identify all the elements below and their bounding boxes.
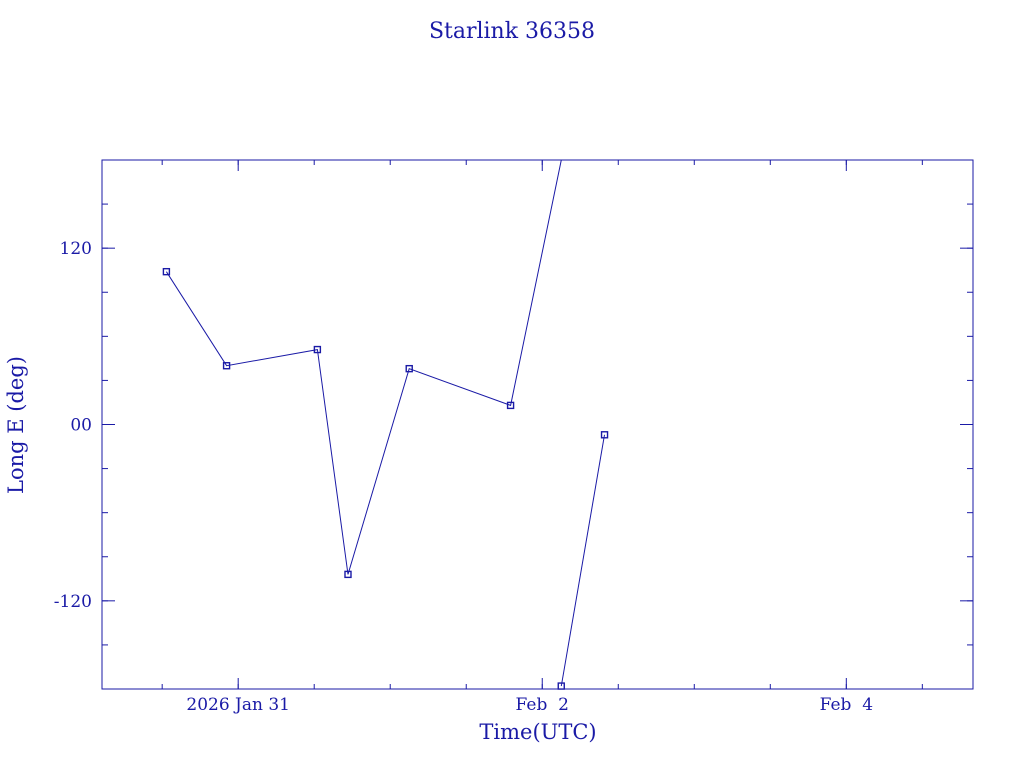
y-tick-label: 00 [70, 416, 92, 436]
data-point [557, 682, 565, 690]
data-point [222, 362, 231, 370]
data-point [600, 431, 609, 439]
y-tick-label: -120 [54, 592, 92, 612]
series-line [560, 434, 605, 687]
data-point [405, 364, 413, 373]
y-axis-label: Long E (deg) [4, 356, 28, 494]
data-point [162, 267, 171, 276]
data-point [506, 401, 515, 410]
x-tick-label: Feb 2 [516, 695, 569, 715]
chart-title: Starlink 36358 [429, 19, 595, 44]
x-tick-label: 2026 Jan 31 [186, 695, 290, 715]
data-point [344, 570, 352, 579]
plot-frame [101, 159, 974, 690]
series-line [165, 159, 562, 575]
data-point [313, 345, 322, 354]
x-tick-label: Feb 4 [820, 695, 873, 715]
y-tick-label: 120 [60, 239, 92, 259]
x-axis-label: Time(UTC) [479, 720, 596, 744]
